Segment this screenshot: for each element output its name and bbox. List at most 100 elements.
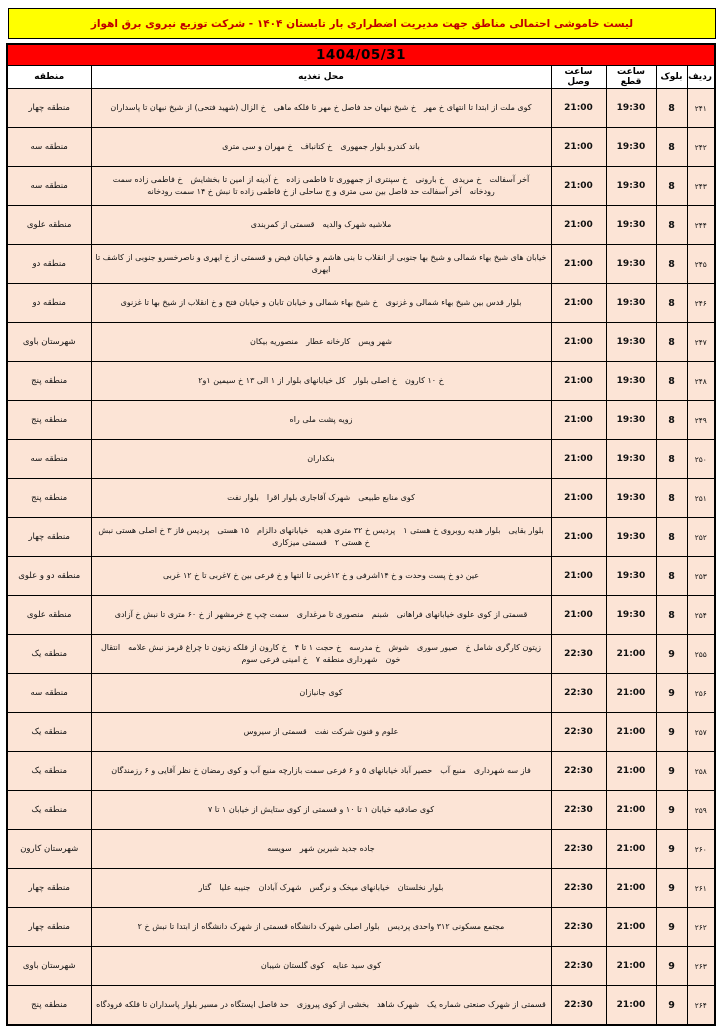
cut-time-cell: 21:00 <box>605 868 657 908</box>
row-number-cell: ۲۴۳ <box>686 166 716 206</box>
feeding-location-cell: شهر ویس کارخانه عطار منصوریه بیکان <box>90 322 552 362</box>
column-header-row-number: ردیف <box>686 65 716 89</box>
table-row: ۲۶۱ 9 21:00 22:30 بلوار نخلستان خیابانها… <box>6 868 716 908</box>
cut-time-cell: 21:00 <box>605 751 657 791</box>
feeding-location-cell: کوی سید عنایه کوی گلستان شیبان <box>90 946 552 986</box>
table-row: ۲۵۳ 8 19:30 21:00 عین دو خ پست وحدت و خ … <box>6 556 716 596</box>
row-number-cell: ۲۵۷ <box>686 712 716 752</box>
row-number-cell: ۲۵۱ <box>686 478 716 518</box>
region-cell: منطقه پنج <box>6 478 92 518</box>
table-row: ۲۵۶ 9 21:00 22:30 کوی جانبازان منطقه سه <box>6 673 716 713</box>
cut-time-cell: 21:00 <box>605 907 657 947</box>
cut-time-cell: 19:30 <box>605 244 657 284</box>
block-cell: 8 <box>655 400 688 440</box>
column-header-region: منطقه <box>6 65 92 89</box>
table-row: ۲۴۱ 8 19:30 21:00 کوی ملت از ابتدا تا ان… <box>6 88 716 128</box>
restore-time-cell: 21:00 <box>550 478 607 518</box>
table-body: ۲۴۱ 8 19:30 21:00 کوی ملت از ابتدا تا ان… <box>6 88 716 1026</box>
block-cell: 8 <box>655 244 688 284</box>
feeding-location-cell: باند کندرو بلوار جمهوری خ کتانباف خ مهرا… <box>90 127 552 167</box>
feeding-location-cell: خیابان های شیخ بهاء شمالی و شیخ بها جنوب… <box>90 244 552 284</box>
restore-time-cell: 21:00 <box>550 439 607 479</box>
block-cell: 9 <box>655 790 688 830</box>
feeding-location-cell: زیتون کارگری شامل خ صیور سوری شوش خ مدرس… <box>90 634 552 674</box>
feeding-location-cell: کوی صادقیه خیابان ۱ تا ۱۰ و قسمتی از کوی… <box>90 790 552 830</box>
cut-time-cell: 19:30 <box>605 439 657 479</box>
table-row: ۲۴۴ 8 19:30 21:00 ملاشیه شهرک والدیه قسم… <box>6 205 716 245</box>
cut-time-cell: 19:30 <box>605 517 657 557</box>
block-cell: 9 <box>655 673 688 713</box>
feeding-location-cell: قسمتی از شهرک صنعتی شماره یک شهرک شاهد ب… <box>90 985 552 1026</box>
region-cell: منطقه چهار <box>6 517 92 557</box>
feeding-location-cell: ملاشیه شهرک والدیه قسمتی از کمربندی <box>90 205 552 245</box>
block-cell: 8 <box>655 166 688 206</box>
row-number-cell: ۲۴۸ <box>686 361 716 401</box>
cut-time-cell: 19:30 <box>605 556 657 596</box>
region-cell: منطقه سه <box>6 127 92 167</box>
table-row: ۲۶۰ 9 21:00 22:30 جاده جدید شیرین شهر سو… <box>6 829 716 869</box>
region-cell: منطقه چهار <box>6 868 92 908</box>
block-cell: 8 <box>655 595 688 635</box>
restore-time-cell: 21:00 <box>550 244 607 284</box>
cut-time-cell: 19:30 <box>605 205 657 245</box>
row-number-cell: ۲۶۰ <box>686 829 716 869</box>
feeding-location-cell: قسمتی از کوی علوی خیابانهای فراهانی شبنم… <box>90 595 552 635</box>
block-cell: 9 <box>655 985 688 1026</box>
region-cell: منطقه چهار <box>6 88 92 128</box>
restore-time-cell: 22:30 <box>550 751 607 791</box>
cut-time-cell: 21:00 <box>605 790 657 830</box>
restore-time-cell: 21:00 <box>550 361 607 401</box>
column-header-feeding-location: محل تغذیه <box>90 65 552 89</box>
row-number-cell: ۲۵۰ <box>686 439 716 479</box>
feeding-location-cell: کوی منابع طبیعی شهرک آقاجاری بلوار اقرا … <box>90 478 552 518</box>
table-row: ۲۵۴ 8 19:30 21:00 قسمتی از کوی علوی خیاب… <box>6 595 716 635</box>
feeding-location-cell: خ ۱۰ کارون خ اصلی بلوار کل خیابانهای بلو… <box>90 361 552 401</box>
row-number-cell: ۲۵۵ <box>686 634 716 674</box>
row-number-cell: ۲۵۸ <box>686 751 716 791</box>
restore-time-cell: 22:30 <box>550 790 607 830</box>
block-cell: 9 <box>655 751 688 791</box>
row-number-cell: ۲۵۴ <box>686 595 716 635</box>
cut-time-cell: 21:00 <box>605 985 657 1026</box>
table-row: ۲۶۲ 9 21:00 22:30 مجتمع مسکونی ۳۱۲ واحدی… <box>6 907 716 947</box>
row-number-cell: ۲۴۲ <box>686 127 716 167</box>
feeding-location-cell: بنکداران <box>90 439 552 479</box>
row-number-cell: ۲۶۳ <box>686 946 716 986</box>
cut-time-cell: 19:30 <box>605 478 657 518</box>
table-row: ۲۵۵ 9 21:00 22:30 زیتون کارگری شامل خ صی… <box>6 634 716 674</box>
table-row: ۲۴۵ 8 19:30 21:00 خیابان های شیخ بهاء شم… <box>6 244 716 284</box>
restore-time-cell: 22:30 <box>550 868 607 908</box>
table-row: ۲۴۷ 8 19:30 21:00 شهر ویس کارخانه عطار م… <box>6 322 716 362</box>
region-cell: شهرستان کارون <box>6 829 92 869</box>
block-cell: 8 <box>655 88 688 128</box>
region-cell: شهرستان باوی <box>6 946 92 986</box>
region-cell: منطقه پنج <box>6 361 92 401</box>
block-cell: 9 <box>655 634 688 674</box>
feeding-location-cell: عین دو خ پست وحدت و خ ۱۴اشرفی و خ ۱۲غربی… <box>90 556 552 596</box>
row-number-cell: ۲۴۷ <box>686 322 716 362</box>
outage-table: 1404/05/31 ردیف بلوک ساعت قطع ساعت وصل م… <box>5 43 716 1026</box>
block-cell: 8 <box>655 478 688 518</box>
row-number-cell: ۲۶۲ <box>686 907 716 947</box>
feeding-location-cell: بلوار بقایی بلوار هدیه روبروی خ هستی ۱ پ… <box>90 517 552 557</box>
block-cell: 9 <box>655 868 688 908</box>
feeding-location-cell: کوی جانبازان <box>90 673 552 713</box>
restore-time-cell: 21:00 <box>550 283 607 323</box>
column-header-restore-time: ساعت وصل <box>550 65 607 89</box>
date-banner: 1404/05/31 <box>6 43 716 66</box>
region-cell: منطقه پنج <box>6 400 92 440</box>
table-row: ۲۵۷ 9 21:00 22:30 علوم و فنون شرکت نفت ق… <box>6 712 716 752</box>
block-cell: 8 <box>655 439 688 479</box>
block-cell: 8 <box>655 283 688 323</box>
table-row: ۲۵۸ 9 21:00 22:30 فاز سه شهرداری منبع آب… <box>6 751 716 791</box>
restore-time-cell: 21:00 <box>550 205 607 245</box>
restore-time-cell: 21:00 <box>550 400 607 440</box>
table-row: ۲۴۳ 8 19:30 21:00 آخر آسفالت خ مریدی خ ب… <box>6 166 716 206</box>
block-cell: 9 <box>655 907 688 947</box>
feeding-location-cell: جاده جدید شیرین شهر سویسه <box>90 829 552 869</box>
row-number-cell: ۲۴۱ <box>686 88 716 128</box>
row-number-cell: ۲۴۵ <box>686 244 716 284</box>
block-cell: 9 <box>655 946 688 986</box>
column-header-block: بلوک <box>655 65 688 89</box>
